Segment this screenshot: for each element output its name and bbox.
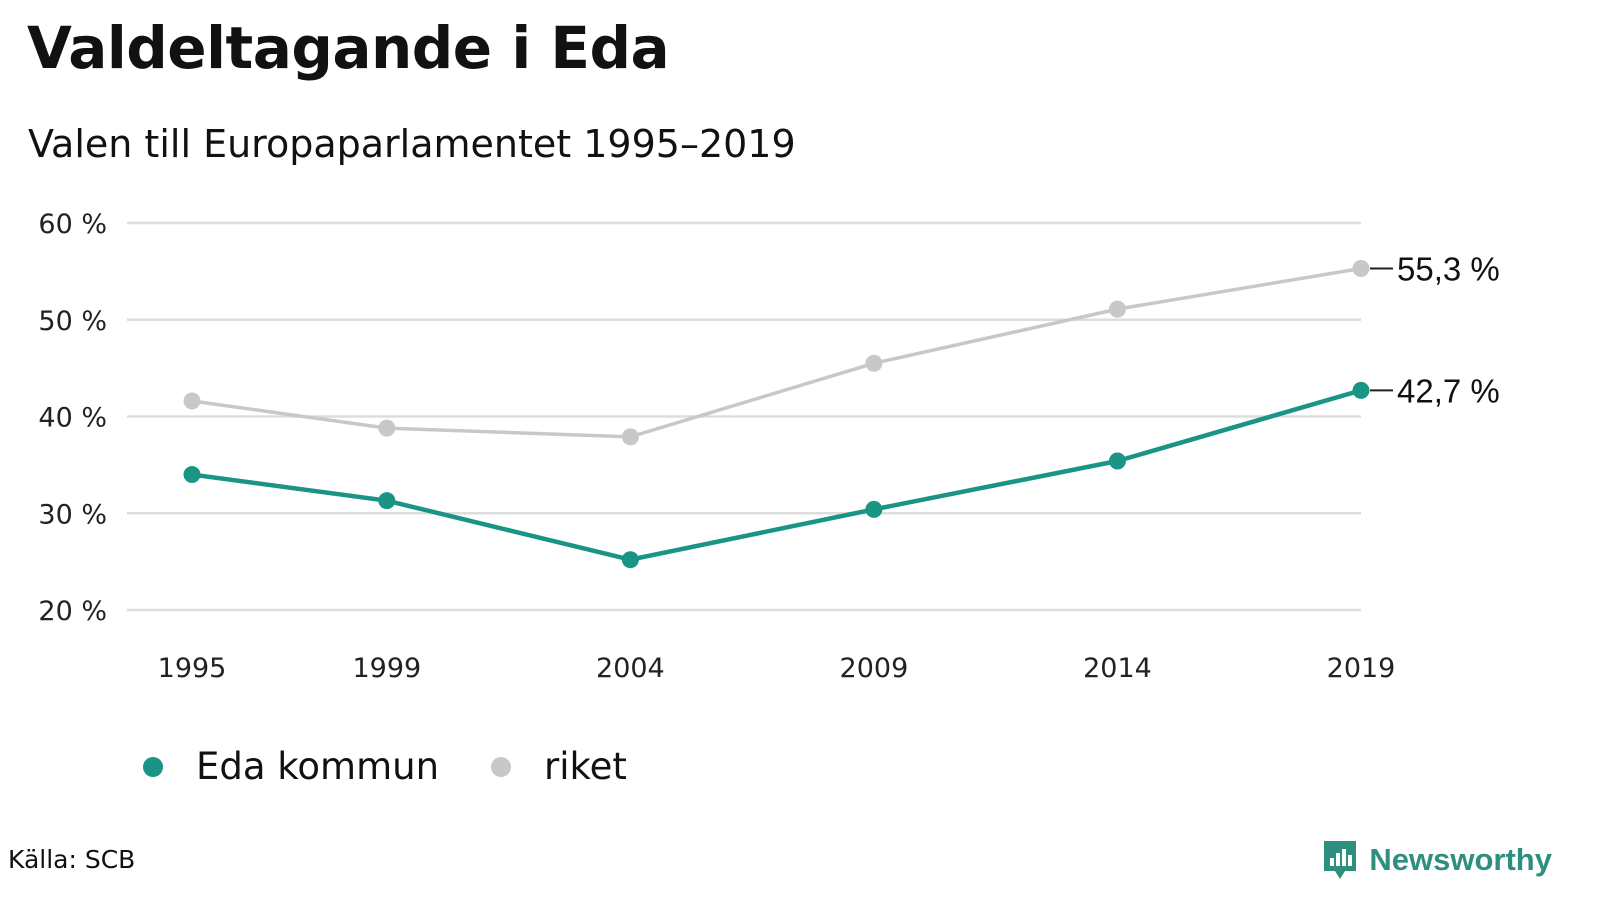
x-tick-label-2014: 2014 <box>1083 653 1152 684</box>
legend-label-eda: Eda kommun <box>196 745 440 788</box>
y-tick-label-50: 50 % <box>38 306 107 337</box>
x-tick-label-2009: 2009 <box>840 653 909 684</box>
data-point-riket-2004 <box>621 428 639 446</box>
x-tick-label-1995: 1995 <box>158 653 227 684</box>
data-point-eda-1999 <box>378 492 396 510</box>
newsworthy-logo-icon <box>1324 841 1357 879</box>
end-label-eda: 42,7 % <box>1397 372 1500 409</box>
grid-lines <box>127 221 1361 612</box>
legend-label-riket: riket <box>544 745 627 788</box>
end-label-riket: 55,3 % <box>1397 250 1500 287</box>
series-line-riket <box>191 266 1362 439</box>
data-point-eda-1995 <box>183 466 201 484</box>
data-point-eda-2009 <box>865 500 883 518</box>
data-point-eda-2014 <box>1108 452 1126 470</box>
legend-item-riket: riket <box>491 745 627 788</box>
y-tick-label-30: 30 % <box>38 499 107 530</box>
chart-title: Valdeltagande i Eda <box>27 14 670 82</box>
data-point-riket-2019 <box>1352 259 1370 277</box>
x-tick-label-1999: 1999 <box>352 653 421 684</box>
data-point-riket-1999 <box>378 419 396 437</box>
x-tick-label-2019: 2019 <box>1327 653 1396 684</box>
legend-dot-riket-icon <box>491 756 512 777</box>
brand-name: Newsworthy <box>1369 842 1552 877</box>
data-point-eda-2019 <box>1352 381 1370 399</box>
data-point-riket-2014 <box>1108 300 1126 318</box>
brand-logo: Newsworthy <box>1321 838 1552 882</box>
y-tick-label-40: 40 % <box>38 403 107 434</box>
series-line-eda <box>191 388 1362 562</box>
y-axis-ticks: 20 % 30 % 40 % 50 % 60 % <box>38 209 107 627</box>
legend-item-eda: Eda kommun <box>143 745 439 788</box>
x-tick-label-2004: 2004 <box>596 653 665 684</box>
data-point-riket-2009 <box>865 354 883 372</box>
chart-subtitle: Valen till Europaparlamentet 1995–2019 <box>28 122 796 166</box>
end-labels: 55,3 % 42,7 % <box>1370 250 1500 409</box>
legend: Eda kommun riket <box>143 745 679 788</box>
series-lines <box>183 259 1370 569</box>
source-note: Källa: SCB <box>8 845 136 874</box>
legend-dot-eda-icon <box>143 756 163 777</box>
y-tick-label-20: 20 % <box>38 596 107 627</box>
x-axis-ticks: 1995 1999 2004 2009 2014 2019 <box>158 653 1396 684</box>
data-point-eda-2004 <box>621 551 639 569</box>
data-point-riket-1995 <box>183 392 201 410</box>
line-chart: 20 % 30 % 40 % 50 % 60 % 1995 1999 2004 2009 201… <box>38 209 1500 684</box>
y-tick-label-60: 60 % <box>38 209 107 240</box>
